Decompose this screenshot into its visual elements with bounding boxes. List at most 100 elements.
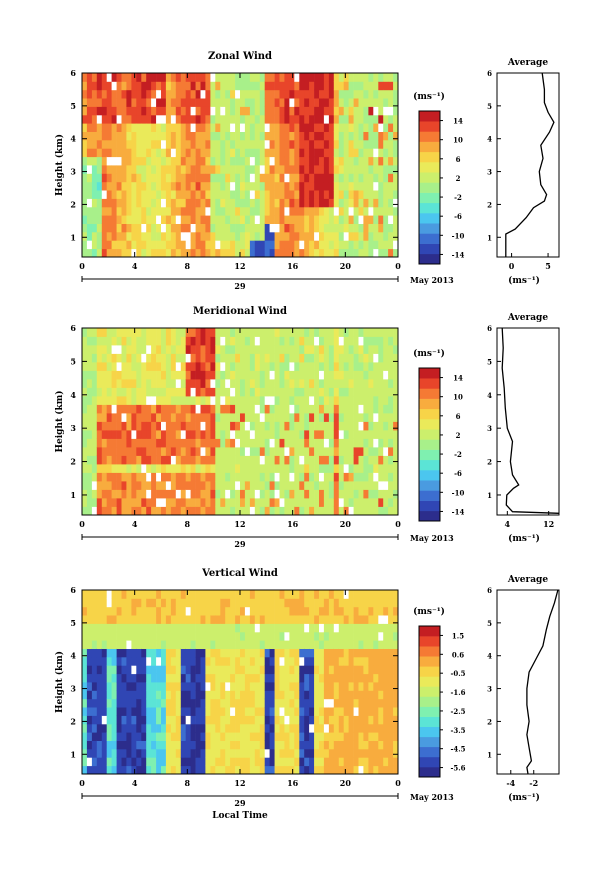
heatmap-cell — [82, 240, 88, 250]
heatmap-cell — [195, 396, 201, 405]
heatmap-cell — [205, 248, 211, 258]
heatmap-cell — [274, 190, 280, 199]
heatmap-cell — [338, 206, 345, 216]
heatmap-cell — [205, 240, 211, 250]
heatmap-cell — [304, 590, 310, 599]
heatmap-cell — [185, 489, 191, 499]
heatmap-cell — [136, 106, 142, 116]
heatmap-cell — [175, 379, 182, 388]
heatmap-cell — [299, 106, 305, 116]
heatmap-cell — [319, 481, 325, 490]
heatmap-cell — [101, 455, 108, 465]
heatmap-cell — [378, 190, 384, 199]
heatmap-cell — [289, 413, 295, 422]
heatmap-cell — [259, 362, 266, 371]
heatmap-cell — [156, 665, 162, 675]
heatmap-cell — [299, 173, 305, 183]
heatmap-cell — [200, 438, 206, 448]
heatmap-cell — [126, 345, 132, 354]
heatmap-cell — [156, 123, 162, 132]
heatmap-cell — [314, 723, 320, 733]
heatmap-cell — [215, 765, 221, 775]
heatmap-cell — [363, 690, 369, 700]
colorbar-frame — [418, 625, 441, 778]
heatmap-cell — [309, 345, 315, 354]
heatmap-cell — [116, 765, 122, 775]
heatmap-cell — [86, 231, 93, 241]
heatmap-cell — [299, 190, 305, 199]
heatmap-cell — [136, 590, 142, 599]
heatmap-cell — [131, 447, 137, 456]
heatmap-cell — [323, 430, 330, 439]
heatmap-cell — [383, 640, 389, 649]
heatmap-cell — [146, 148, 152, 158]
heatmap-cell — [175, 223, 182, 233]
heatmap-cell — [170, 73, 177, 82]
colorbar-tick-label: 1.5 — [452, 631, 464, 640]
heatmap-cell — [294, 139, 300, 149]
heatmap-cell — [368, 231, 374, 241]
heatmap-cell — [269, 748, 275, 758]
heatmap-cell — [279, 723, 285, 733]
heatmap-cell — [274, 757, 280, 767]
heatmap-cell — [190, 506, 196, 516]
heatmap-cell — [363, 190, 369, 199]
heatmap-cell — [156, 438, 162, 448]
heatmap-cell — [190, 715, 196, 725]
heatmap-cell — [348, 489, 354, 499]
heatmap-cell — [378, 606, 384, 616]
heatmap-cell — [338, 139, 345, 149]
heatmap-cell — [274, 165, 280, 174]
heatmap-cell — [269, 98, 275, 107]
heatmap-cell — [106, 345, 112, 354]
heatmap-cell — [106, 455, 112, 465]
x-tick-label: 8 — [185, 519, 191, 529]
heatmap-cell — [86, 715, 93, 725]
heatmap-cell — [259, 656, 266, 666]
heatmap-cell — [190, 328, 196, 337]
heatmap-cell — [151, 481, 157, 490]
colorbar-segment — [419, 656, 440, 667]
heatmap-cell — [373, 757, 379, 767]
heatmap-cell — [82, 413, 88, 422]
heatmap-cell — [225, 590, 231, 599]
heatmap-cell — [269, 506, 275, 516]
heatmap-cell — [111, 615, 117, 624]
colorbar-tick-label: 0.6 — [452, 650, 464, 659]
heatmap-cell — [333, 404, 340, 414]
heatmap-cell — [235, 648, 241, 658]
heatmap-cell — [131, 396, 137, 405]
heatmap-cell — [96, 455, 103, 465]
heatmap-cell — [393, 190, 399, 199]
heatmap-cell — [161, 421, 167, 431]
heatmap-cell — [106, 181, 112, 191]
heatmap-cell — [378, 413, 384, 422]
heatmap-cell — [136, 665, 142, 675]
heatmap-cell — [161, 481, 167, 490]
heatmap-cell — [136, 98, 142, 107]
heatmap-cell — [323, 506, 330, 516]
heatmap-cell — [249, 421, 256, 431]
heatmap-cell — [82, 447, 88, 456]
heatmap-cell — [368, 206, 374, 216]
heatmap-cell — [156, 173, 162, 183]
heatmap-cell — [126, 615, 132, 624]
heatmap-cell — [175, 353, 182, 363]
heatmap-cell — [244, 665, 251, 675]
heatmap-cell — [240, 106, 246, 116]
heatmap-cell — [161, 404, 167, 414]
x-tick-label: 0 — [79, 519, 85, 529]
heatmap-cell — [363, 757, 369, 767]
heatmap-cell — [343, 387, 349, 397]
heatmap-cell — [388, 181, 394, 191]
heatmap-cell — [363, 181, 369, 191]
heatmap-cell — [215, 248, 221, 258]
heatmap-cell — [244, 98, 251, 107]
heatmap-cell — [314, 481, 320, 490]
heatmap-cell — [378, 489, 384, 499]
heatmap-cell — [279, 648, 285, 658]
heatmap-cell — [388, 464, 394, 473]
heatmap-cell — [323, 732, 330, 741]
heatmap-cell — [161, 353, 167, 363]
heatmap-cell — [279, 404, 285, 414]
